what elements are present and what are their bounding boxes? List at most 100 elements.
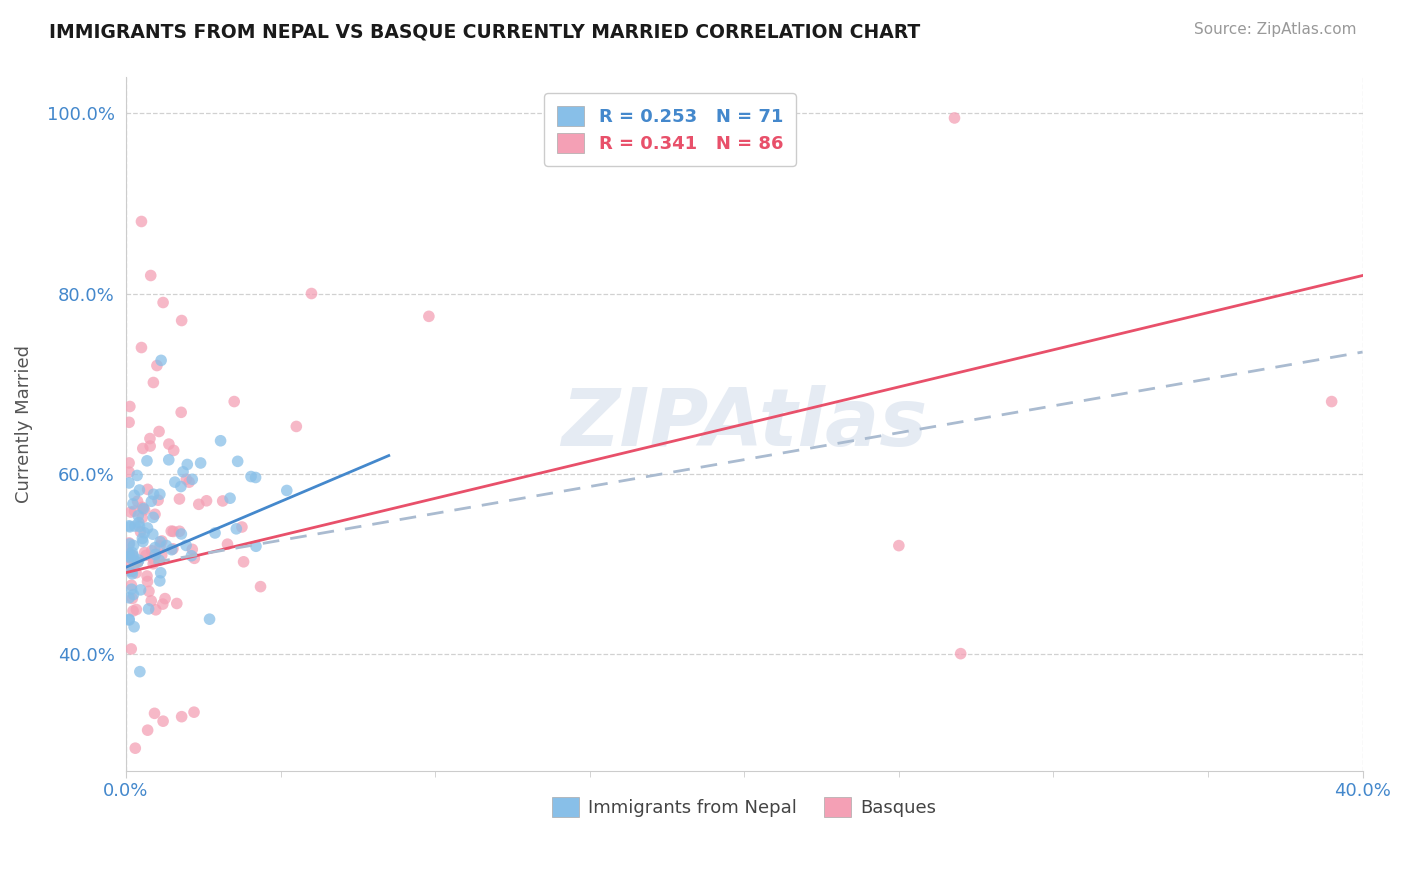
Point <box>240 469 263 483</box>
Point <box>124 741 146 756</box>
Point <box>148 553 170 567</box>
Point <box>131 341 153 355</box>
Point <box>183 551 205 566</box>
Point <box>155 539 177 553</box>
Point <box>132 501 155 516</box>
Point <box>142 510 165 524</box>
Point <box>139 268 162 283</box>
Point <box>418 310 440 324</box>
Point <box>142 487 165 501</box>
Point <box>139 439 162 453</box>
Point <box>118 518 141 533</box>
Point <box>146 493 169 508</box>
Point <box>128 519 150 533</box>
Point <box>128 553 150 567</box>
Point <box>124 504 146 518</box>
Point <box>183 705 205 719</box>
Point <box>136 723 159 738</box>
Text: IMMIGRANTS FROM NEPAL VS BASQUE CURRENTLY MARRIED CORRELATION CHART: IMMIGRANTS FROM NEPAL VS BASQUE CURRENTL… <box>49 22 921 41</box>
Point <box>121 546 143 560</box>
Point <box>122 604 145 618</box>
Point <box>118 536 141 550</box>
Point <box>131 500 153 515</box>
Point <box>225 522 247 536</box>
Point <box>163 443 186 458</box>
Point <box>141 494 163 508</box>
Point <box>118 613 141 627</box>
Point <box>224 394 246 409</box>
Point <box>136 454 159 468</box>
Point <box>149 539 172 553</box>
Point <box>135 549 157 563</box>
Point <box>118 591 141 605</box>
Point <box>169 491 191 506</box>
Point <box>163 475 186 489</box>
Point <box>134 525 156 540</box>
Point <box>157 452 180 467</box>
Point <box>160 524 183 538</box>
Point <box>122 620 145 634</box>
Point <box>170 709 193 723</box>
Text: ZIPAtlas: ZIPAtlas <box>561 385 928 463</box>
Point <box>118 549 141 564</box>
Point <box>249 580 271 594</box>
Y-axis label: Currently Married: Currently Married <box>15 345 32 503</box>
Point <box>128 483 150 497</box>
Point <box>211 494 233 508</box>
Point <box>187 497 209 511</box>
Point <box>136 483 159 497</box>
Point <box>132 442 155 456</box>
Point <box>174 472 197 486</box>
Point <box>132 534 155 549</box>
Point <box>129 582 152 597</box>
Text: Source: ZipAtlas.com: Source: ZipAtlas.com <box>1194 22 1357 37</box>
Point <box>152 597 174 611</box>
Point <box>118 400 141 414</box>
Point <box>195 493 218 508</box>
Point <box>943 111 966 125</box>
Point <box>122 497 145 511</box>
Point <box>152 714 174 728</box>
Point <box>138 584 160 599</box>
Point <box>127 468 149 483</box>
Point <box>120 578 142 592</box>
Point <box>177 475 200 490</box>
Point <box>152 295 174 310</box>
Point <box>118 547 141 561</box>
Point <box>131 532 153 546</box>
Point <box>134 503 156 517</box>
Point <box>118 465 141 479</box>
Point <box>142 553 165 567</box>
Point <box>150 548 173 562</box>
Point <box>138 602 160 616</box>
Point <box>245 539 267 553</box>
Point <box>118 559 141 574</box>
Point <box>131 510 153 524</box>
Point <box>118 475 141 490</box>
Point <box>122 539 145 553</box>
Point <box>142 376 165 390</box>
Point <box>153 591 176 606</box>
Point <box>121 549 143 563</box>
Point <box>887 539 910 553</box>
Point <box>150 353 173 368</box>
Point <box>209 434 232 448</box>
Point <box>127 555 149 569</box>
Point <box>170 313 193 327</box>
Point <box>169 524 191 539</box>
Point <box>149 534 172 549</box>
Point <box>162 524 184 539</box>
Point <box>170 527 193 541</box>
Point <box>226 454 249 468</box>
Point <box>149 487 172 501</box>
Point <box>143 706 166 721</box>
Point <box>136 574 159 589</box>
Point <box>121 566 143 581</box>
Point <box>122 588 145 602</box>
Point <box>127 555 149 569</box>
Point <box>118 537 141 551</box>
Point <box>170 405 193 419</box>
Point <box>125 566 148 580</box>
Point <box>143 541 166 555</box>
Point <box>1320 394 1343 409</box>
